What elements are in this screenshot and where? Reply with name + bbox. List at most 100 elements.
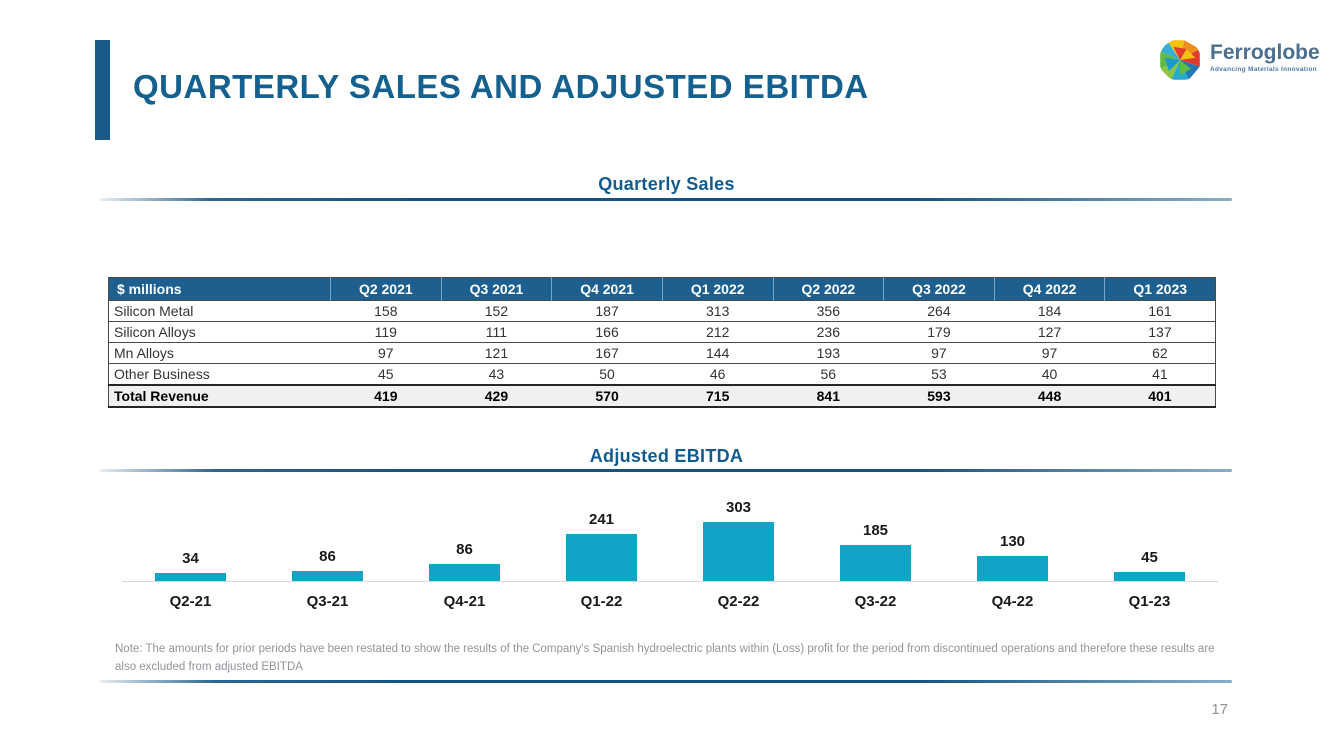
table-row: Mn Alloys 97 121 167 144 193 97 97 62 xyxy=(108,342,1216,364)
total-value: 419 xyxy=(330,384,442,408)
category-label: Q4-22 xyxy=(991,593,1034,610)
chart-column: 34 xyxy=(122,550,259,581)
table-row: Other Business 45 43 50 46 56 53 40 41 xyxy=(108,363,1216,385)
category-label: Q2-21 xyxy=(169,593,212,610)
row-value: 43 xyxy=(441,363,552,385)
row-value: 53 xyxy=(883,363,995,385)
bar xyxy=(566,534,637,581)
total-value: 401 xyxy=(1104,384,1216,408)
title-accent-bar xyxy=(95,40,110,140)
chart-category-axis: Q2-21 Q3-21 Q4-21 Q1-22 Q2-22 Q3-22 Q4-22 Q1-23 xyxy=(122,582,1218,610)
row-value: 167 xyxy=(551,342,663,364)
row-value: 313 xyxy=(662,300,773,322)
total-value: 448 xyxy=(994,384,1105,408)
bar-value-label: 34 xyxy=(182,550,199,567)
row-value: 236 xyxy=(773,321,884,343)
chart-column: 241 xyxy=(533,511,670,581)
row-value: 97 xyxy=(330,342,442,364)
total-value: 429 xyxy=(441,384,552,408)
sales-table-body: Silicon Metal 158 152 187 313 356 264 184 161 Sil… xyxy=(108,300,1216,408)
row-value: 212 xyxy=(662,321,773,343)
category-label: Q4-21 xyxy=(443,593,486,610)
row-value: 137 xyxy=(1104,321,1216,343)
bar-value-label: 45 xyxy=(1141,549,1158,566)
row-value: 40 xyxy=(994,363,1105,385)
row-value: 179 xyxy=(883,321,995,343)
bar xyxy=(292,571,363,581)
chart-column: 130 xyxy=(944,533,1081,581)
bar xyxy=(703,522,774,581)
page-number: 17 xyxy=(1211,701,1228,718)
row-value: 187 xyxy=(551,300,663,322)
table-row: Silicon Metal 158 152 187 313 356 264 184 161 xyxy=(108,300,1216,322)
row-value: 41 xyxy=(1104,363,1216,385)
row-value: 193 xyxy=(773,342,884,364)
row-value: 119 xyxy=(330,321,442,343)
chart-column: 185 xyxy=(807,522,944,581)
chart-column: 45 xyxy=(1081,549,1218,581)
total-value: 841 xyxy=(773,384,884,408)
total-value: 715 xyxy=(662,384,773,408)
category-label: Q1-22 xyxy=(580,593,623,610)
row-value: 152 xyxy=(441,300,552,322)
row-value: 264 xyxy=(883,300,995,322)
table-col-header: Q2 2021 xyxy=(330,277,442,301)
ferroglobe-globe-icon xyxy=(1158,38,1202,82)
row-value: 166 xyxy=(551,321,663,343)
row-value: 121 xyxy=(441,342,552,364)
row-label: Other Business xyxy=(108,363,331,385)
chart-column: 86 xyxy=(259,548,396,581)
sales-divider-line xyxy=(100,198,1232,201)
table-row: Silicon Alloys 119 111 166 212 236 179 127 137 xyxy=(108,321,1216,343)
chart-column: 303 xyxy=(670,499,807,581)
category-label: Q3-21 xyxy=(306,593,349,610)
logo-wordmark: Ferroglobe xyxy=(1210,41,1320,64)
bar-value-label: 130 xyxy=(999,533,1026,550)
table-col-header: Q3 2022 xyxy=(883,277,995,301)
table-col-header: Q3 2021 xyxy=(440,277,552,301)
bar xyxy=(429,564,500,581)
bar-value-label: 185 xyxy=(862,522,889,539)
row-value: 111 xyxy=(441,321,552,343)
bar xyxy=(977,556,1048,581)
bar-value-label: 86 xyxy=(456,541,473,558)
chart-plot-area: 34 86 86 241 303 185 130 45 xyxy=(122,488,1218,582)
ebitda-bar-chart: 34 86 86 241 303 185 130 45 Q2-21 Q3-21 Q4-21 Q1-2… xyxy=(122,488,1218,610)
category-label: Q3-22 xyxy=(854,593,897,610)
logo-tagline: Advancing Materials Innovation xyxy=(1210,66,1317,73)
row-label: Silicon Alloys xyxy=(108,321,331,343)
table-col-header: Q4 2022 xyxy=(993,277,1105,301)
row-label: Silicon Metal xyxy=(108,300,331,322)
total-value: 593 xyxy=(883,384,995,408)
total-label: Total Revenue xyxy=(108,384,331,408)
row-value: 45 xyxy=(330,363,442,385)
table-col-header: Q1 2023 xyxy=(1104,277,1216,301)
row-value: 56 xyxy=(773,363,884,385)
row-value: 158 xyxy=(330,300,442,322)
row-value: 62 xyxy=(1104,342,1216,364)
quarterly-sales-heading: Quarterly Sales xyxy=(598,174,735,194)
row-value: 161 xyxy=(1104,300,1216,322)
footer-divider-line xyxy=(100,680,1232,683)
row-value: 127 xyxy=(994,321,1105,343)
table-unit-header: $ millions xyxy=(108,277,331,301)
bar xyxy=(155,573,226,581)
row-value: 50 xyxy=(551,363,663,385)
row-value: 184 xyxy=(994,300,1105,322)
bar-value-label: 303 xyxy=(725,499,752,516)
table-header-row: $ millions Q2 2021 Q3 2021 Q4 2021 Q1 2022 Q2… xyxy=(108,277,1216,301)
table-col-header: Q4 2021 xyxy=(551,277,663,301)
row-value: 46 xyxy=(662,363,773,385)
table-col-header: Q1 2022 xyxy=(661,277,773,301)
chart-column: 86 xyxy=(396,541,533,581)
adjusted-ebitda-heading: Adjusted EBITDA xyxy=(589,446,744,466)
category-label: Q1-23 xyxy=(1128,593,1171,610)
row-value: 97 xyxy=(994,342,1105,364)
bar-value-label: 86 xyxy=(319,548,336,565)
footnote: Note: The amounts for prior periods have… xyxy=(115,643,1215,673)
bar xyxy=(840,545,911,581)
row-value: 144 xyxy=(662,342,773,364)
row-value: 97 xyxy=(883,342,995,364)
category-label: Q2-22 xyxy=(717,593,760,610)
table-col-header: Q2 2022 xyxy=(772,277,884,301)
